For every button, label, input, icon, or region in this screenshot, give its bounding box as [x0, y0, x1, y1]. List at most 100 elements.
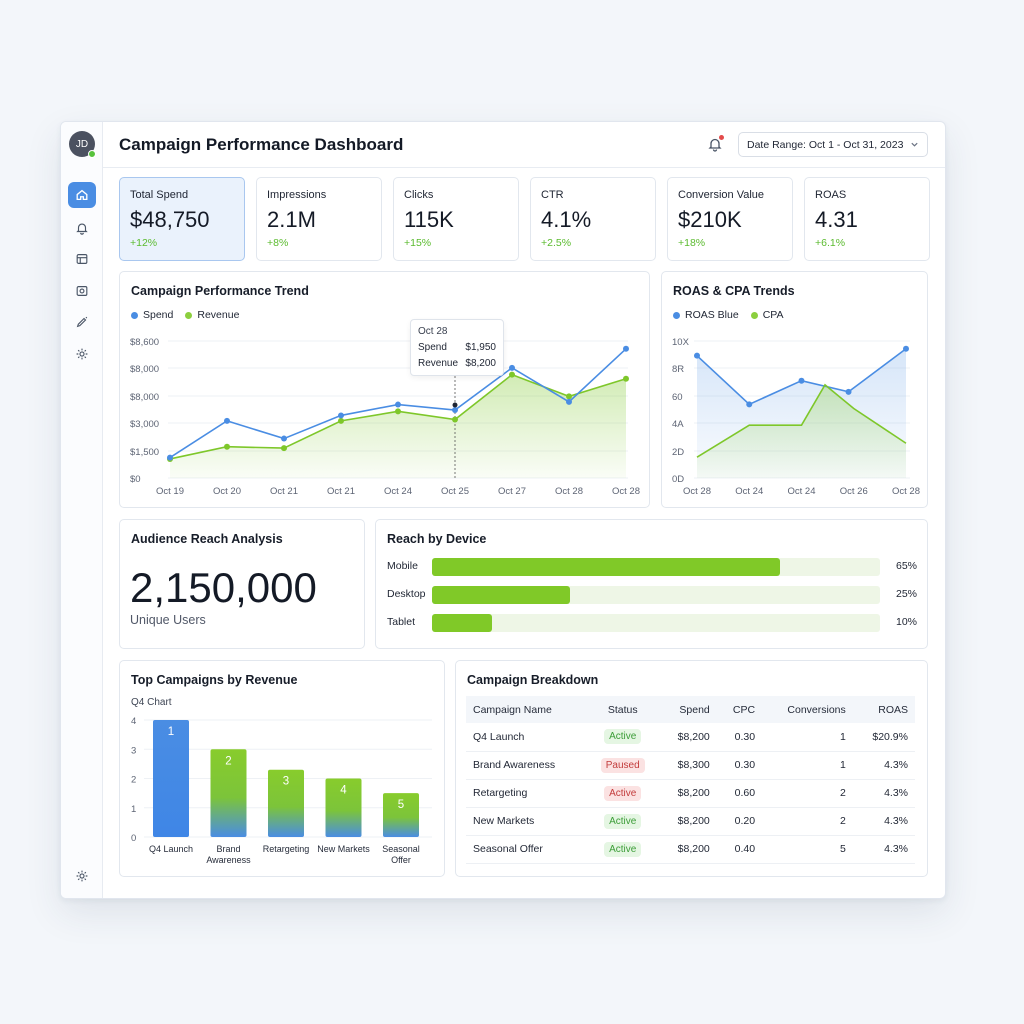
chevron-down-icon: [911, 142, 918, 147]
device-bar-fill[interactable]: [432, 586, 570, 604]
spend-point[interactable]: [509, 364, 515, 371]
legend-swatch: [185, 311, 193, 319]
device-bar-fill[interactable]: [432, 558, 780, 576]
spend-point[interactable]: [566, 398, 572, 405]
kpi-card-impressions[interactable]: Impressions 2.1M +8%: [256, 177, 382, 261]
y-tick-label: 8R: [672, 364, 684, 375]
y-tick-label: 4A: [672, 419, 684, 430]
bar[interactable]: [268, 769, 304, 837]
status-cell: Active: [586, 835, 659, 864]
legend-item-revenue: Revenue: [185, 309, 239, 321]
bar-label: 4: [340, 785, 347, 797]
kpi-card-ctr[interactable]: CTR 4.1% +2.5%: [530, 177, 656, 261]
table-row[interactable]: New Markets Active $8,200 0.20 2 4.3%: [466, 807, 915, 836]
kpi-card-conversion-value[interactable]: Conversion Value $210K +18%: [667, 177, 793, 261]
kpi-value: 4.31: [815, 207, 858, 232]
table-row[interactable]: Brand Awareness Paused $8,300 0.30 1 4.3%: [466, 751, 915, 780]
nav-notifications[interactable]: [68, 215, 96, 241]
table-row[interactable]: Retargeting Active $8,200 0.60 2 4.3%: [466, 779, 915, 808]
column-header[interactable]: CPC: [716, 696, 763, 723]
legend-label: Revenue: [197, 309, 240, 321]
avatar[interactable]: JD: [69, 131, 96, 158]
bar[interactable]: [153, 720, 189, 837]
kpi-label: ROAS: [815, 189, 847, 201]
kpi-card-total-spend[interactable]: Total Spend $48,750 +12%: [119, 177, 245, 261]
y-tick-label: $1,500: [130, 447, 159, 458]
table-header-row: Campaign Name Status Spend CPC Conversio…: [466, 696, 915, 723]
roas-point[interactable]: [694, 352, 700, 359]
roas-point[interactable]: [798, 377, 805, 384]
date-range-select[interactable]: Date Range: Oct 1 - Oct 31, 2023: [738, 132, 928, 157]
revenue-point[interactable]: [281, 445, 287, 452]
dashboard-window: JD Campaign Performance Dashboard: [60, 121, 946, 899]
column-header[interactable]: Campaign Name: [466, 696, 587, 723]
status-badge: Active: [604, 813, 642, 829]
x-tick-label: Brand Awareness: [206, 844, 251, 865]
device-label: Tablet: [387, 616, 416, 628]
top-campaigns-card: Top Campaigns by Revenue Q4 Chart 0 1 2 3 4 1…: [119, 660, 445, 877]
revenue-point[interactable]: [452, 416, 458, 423]
revenue-point[interactable]: [224, 443, 230, 450]
revenue-point[interactable]: [395, 408, 401, 415]
top-campaigns-chart[interactable]: 0 1 2 3 4 1 Q4 Launch 2 Brand Awareness 3 Retargeti…: [120, 661, 444, 876]
roas-point[interactable]: [746, 401, 753, 408]
column-header[interactable]: Conversions: [762, 696, 853, 723]
device-row: Desktop 25%: [387, 586, 917, 604]
nav-media[interactable]: [68, 278, 96, 304]
legend-label: CPA: [762, 309, 784, 321]
column-header[interactable]: Spend: [659, 696, 717, 723]
x-tick-label: Oct 20: [213, 486, 241, 497]
legend-swatch: [750, 311, 758, 319]
kpi-change: +15%: [404, 237, 432, 249]
spend-point[interactable]: [338, 412, 344, 419]
table-cell: $20.9%: [852, 723, 915, 752]
trend-chart[interactable]: $0 $1,500 $3,000 $8,000 $8,000 $8,600 Oct 19 Oc…: [120, 272, 649, 507]
revenue-point[interactable]: [509, 371, 515, 378]
nav-footer-settings[interactable]: [68, 863, 96, 889]
kpi-card-roas[interactable]: ROAS 4.31 +6.1%: [804, 177, 930, 261]
bar[interactable]: [325, 778, 362, 838]
revenue-point[interactable]: [566, 393, 572, 400]
table-cell: 5: [762, 835, 853, 864]
spend-point[interactable]: [281, 435, 287, 442]
table-row[interactable]: Q4 Launch Active $8,200 0.30 1 $20.9%: [466, 723, 915, 752]
device-bar-fill[interactable]: [432, 614, 492, 632]
roas-point[interactable]: [903, 345, 909, 352]
roas-chart[interactable]: 0D 2D 4A 60 8R 10X Oct 28 Oct 24 Oct 24 Oct 26 Oct…: [662, 272, 927, 507]
x-tick-label: Seasonal Offer: [382, 844, 420, 865]
cpa-area: [697, 384, 906, 478]
revenue-point[interactable]: [338, 417, 344, 424]
status-cell: Active: [586, 807, 659, 836]
spend-point[interactable]: [395, 401, 401, 408]
kpi-change: +12%: [130, 237, 158, 249]
bell-icon: [708, 138, 722, 152]
bar[interactable]: [383, 793, 419, 837]
spend-point[interactable]: [224, 417, 230, 424]
column-header[interactable]: Status: [586, 696, 659, 723]
nav-home[interactable]: [68, 182, 96, 208]
table-cell: 4.3%: [852, 807, 915, 836]
bar[interactable]: [210, 749, 247, 837]
revenue-point[interactable]: [623, 375, 629, 382]
table-cell: 1: [762, 751, 853, 780]
notifications-button[interactable]: [707, 135, 724, 152]
legend-item-roas: ROAS Blue: [673, 309, 739, 321]
trend-title: Campaign Performance Trend: [131, 284, 309, 298]
spend-point[interactable]: [452, 407, 458, 413]
status-cell: Paused: [586, 751, 659, 780]
nav-design[interactable]: [68, 309, 96, 335]
table-cell: 1: [762, 723, 853, 752]
table-cell: 2: [762, 779, 853, 808]
table-cell: 0.60: [716, 779, 763, 808]
table-row[interactable]: Seasonal Offer Active $8,200 0.40 5 4.3%: [466, 835, 915, 864]
nav-calendar[interactable]: [68, 246, 96, 272]
kpi-label: Clicks: [404, 189, 434, 201]
kpi-card-clicks[interactable]: Clicks 115K +15%: [393, 177, 519, 261]
legend-swatch: [673, 311, 680, 319]
spend-point[interactable]: [167, 454, 173, 461]
spend-point[interactable]: [623, 345, 629, 352]
roas-point[interactable]: [845, 388, 852, 395]
nav-settings[interactable]: [68, 341, 96, 367]
column-header[interactable]: ROAS: [852, 696, 915, 723]
bell-icon: [76, 223, 88, 235]
